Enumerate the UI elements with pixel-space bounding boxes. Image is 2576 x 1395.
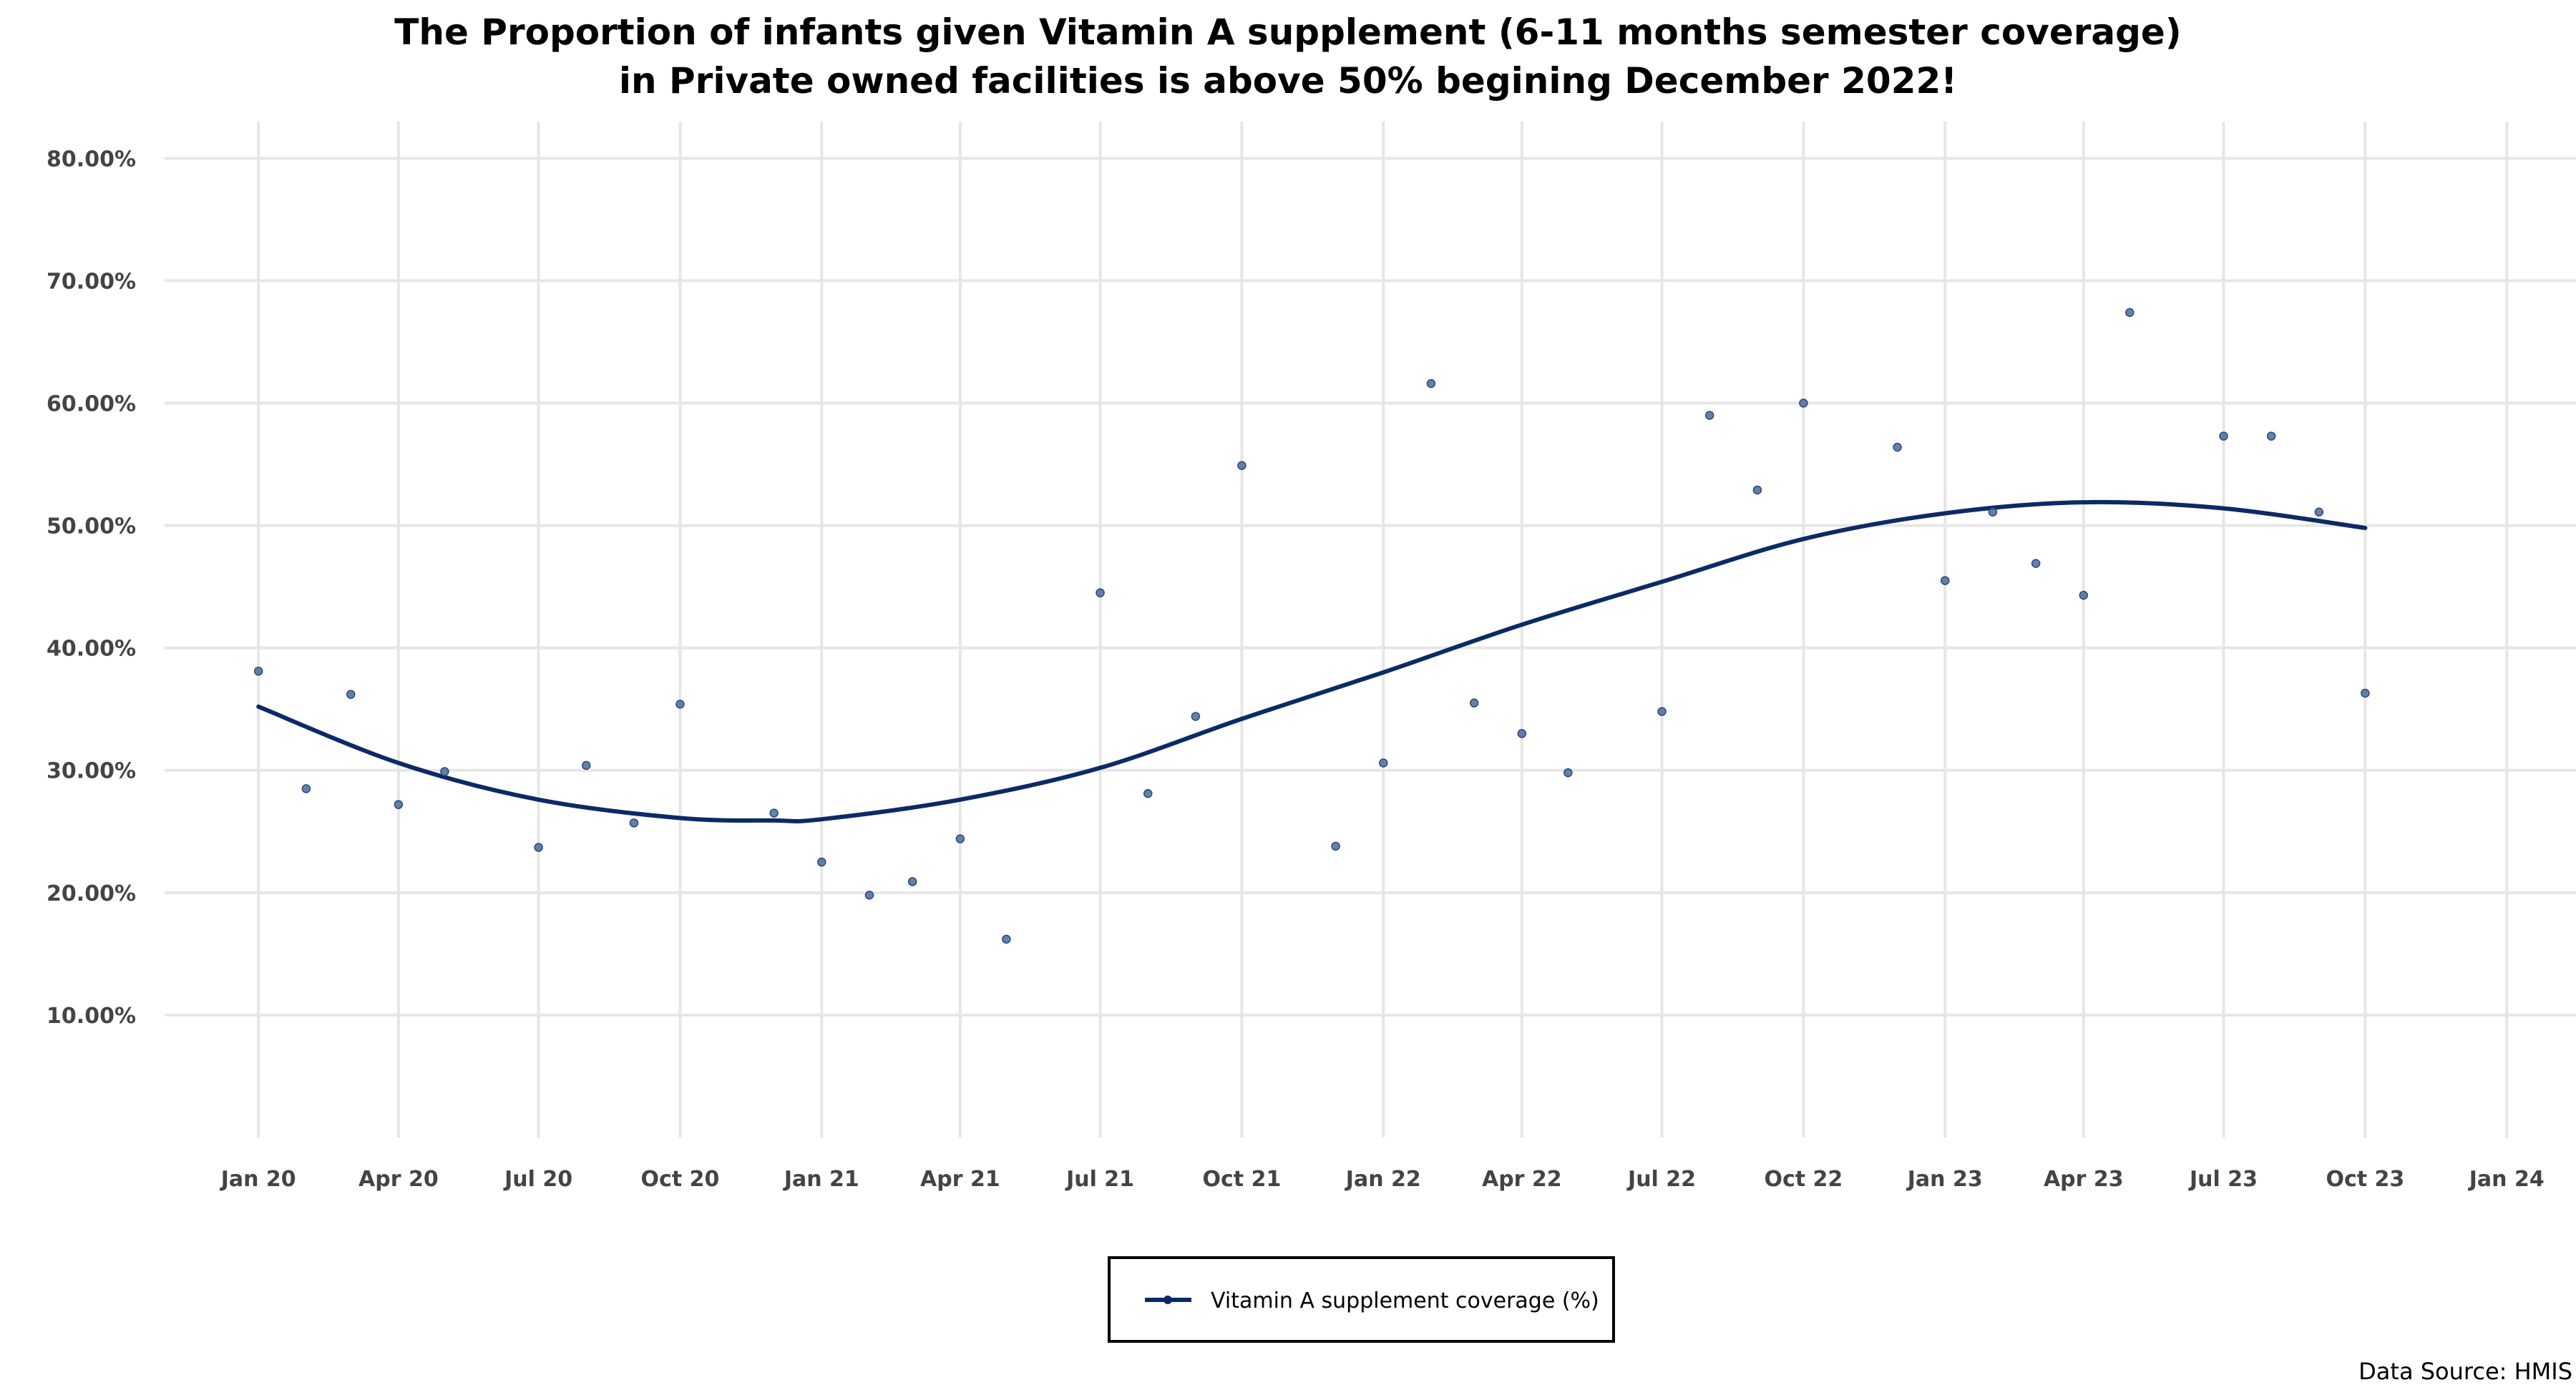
data-point (2314, 507, 2324, 517)
legend-box (1108, 1256, 1615, 1343)
trend-line (256, 499, 2368, 823)
data-point (1563, 768, 1573, 778)
x-tick-label: Jan 22 (1345, 1167, 1421, 1192)
y-tick-label: 70.00% (47, 269, 136, 294)
data-point (1191, 712, 1201, 721)
x-tick-label: Oct 22 (1764, 1167, 1843, 1192)
data-point (2266, 431, 2276, 441)
legend-point-swatch (1163, 1296, 1172, 1304)
data-point (955, 834, 965, 843)
x-tick-label: Jul 22 (1626, 1167, 1696, 1192)
y-axis-tick-labels: 10.00% 20.00% 30.00% 40.00% 50.00% 60.00% 70.0… (47, 147, 136, 1029)
data-point (817, 857, 826, 867)
y-tick-label: 80.00% (47, 147, 136, 172)
y-tick-label: 30.00% (47, 759, 136, 784)
chart-subtitle: in Private owned facilities is above 50%… (619, 60, 1957, 102)
data-point (2079, 590, 2089, 600)
data-point (1469, 698, 1479, 708)
x-tick-label: Apr 23 (2044, 1167, 2124, 1192)
data-point (1426, 378, 1436, 388)
data-source-note: Data Source: HMIS (2358, 1358, 2572, 1385)
y-tick-label: 60.00% (47, 391, 136, 416)
x-tick-label: Oct 23 (2326, 1167, 2404, 1192)
y-tick-label: 10.00% (47, 1004, 136, 1029)
data-point (1752, 485, 1762, 495)
data-point (2361, 688, 2370, 698)
y-tick-label: 40.00% (47, 637, 136, 662)
data-point (1517, 729, 1527, 738)
data-point (1379, 758, 1388, 768)
x-tick-label: Oct 21 (1203, 1167, 1282, 1192)
x-tick-label: Jan 21 (783, 1167, 859, 1192)
data-point (534, 843, 543, 852)
data-point (2031, 559, 2041, 568)
data-point (1237, 461, 1246, 470)
data-point (675, 700, 685, 709)
x-tick-label: Jan 24 (2468, 1167, 2545, 1192)
x-tick-label: Apr 20 (358, 1167, 439, 1192)
x-tick-label: Jul 20 (503, 1167, 572, 1192)
y-gridlines (165, 157, 2576, 1017)
data-point (769, 808, 779, 818)
x-tick-label: Jan 23 (1906, 1167, 1983, 1192)
data-point (2219, 431, 2228, 441)
data-point (907, 877, 917, 886)
y-tick-label: 50.00% (47, 514, 136, 539)
data-point (1096, 588, 1105, 597)
x-axis-tick-labels: Jan 20 Apr 20 Jul 20 Oct 20 Jan 21 Apr 21 Jul … (220, 1167, 2545, 1192)
data-point (1002, 934, 1011, 944)
data-point (629, 818, 639, 828)
legend: Vitamin A supplement coverage (%) (1108, 1256, 1615, 1343)
legend-label: Vitamin A supplement coverage (%) (1211, 1288, 1599, 1313)
data-point (2125, 308, 2135, 318)
data-points-layer (253, 308, 2370, 944)
data-point (346, 690, 356, 699)
data-point (1799, 398, 1808, 408)
data-point (1704, 411, 1714, 420)
data-point (301, 784, 311, 793)
chart-title-group: The Proportion of infants given Vitamin … (394, 11, 2181, 102)
data-point (864, 891, 874, 900)
x-tick-label: Jul 21 (1065, 1167, 1134, 1192)
chart-title: The Proportion of infants given Vitamin … (394, 11, 2181, 53)
data-point (582, 760, 591, 770)
x-tick-label: Jan 20 (220, 1167, 296, 1192)
y-tick-label: 20.00% (47, 881, 136, 906)
x-tick-label: Apr 21 (920, 1167, 1000, 1192)
data-point (1988, 507, 1998, 517)
data-point (253, 666, 263, 676)
data-point (394, 800, 404, 809)
x-gridlines (257, 122, 2509, 1137)
data-point (1893, 442, 1902, 452)
x-tick-label: Oct 20 (641, 1167, 720, 1192)
data-point (1143, 789, 1153, 798)
data-point (440, 767, 449, 776)
data-point (1331, 841, 1340, 851)
trend-line-layer (256, 499, 2368, 823)
data-point (1657, 707, 1667, 716)
x-tick-label: Apr 22 (1482, 1167, 1562, 1192)
x-tick-label: Jul 23 (2188, 1167, 2258, 1192)
data-point (1941, 576, 1950, 585)
